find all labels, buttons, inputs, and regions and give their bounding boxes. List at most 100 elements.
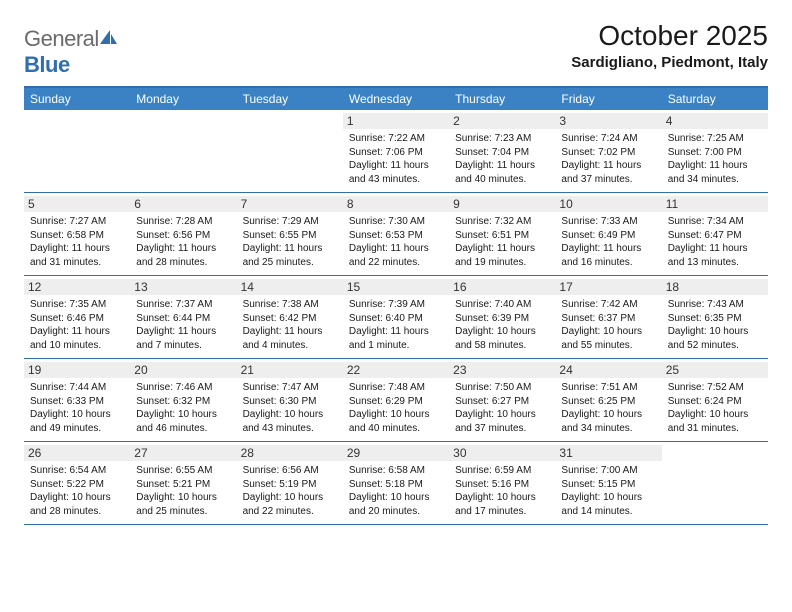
daylight-line: Daylight: 11 hours and 37 minutes. [561,159,655,186]
day-cell: 8Sunrise: 7:30 AMSunset: 6:53 PMDaylight… [343,193,449,275]
day-number: 21 [237,362,343,378]
daylight-line: Daylight: 10 hours and 14 minutes. [561,491,655,518]
daylight-line: Daylight: 10 hours and 34 minutes. [561,408,655,435]
sunrise-line: Sunrise: 7:28 AM [136,215,230,229]
day-cell: 24Sunrise: 7:51 AMSunset: 6:25 PMDayligh… [555,359,661,441]
sunset-line: Sunset: 6:35 PM [668,312,762,326]
sunset-line: Sunset: 6:51 PM [455,229,549,243]
day-cell: 5Sunrise: 7:27 AMSunset: 6:58 PMDaylight… [24,193,130,275]
sunset-line: Sunset: 7:00 PM [668,146,762,160]
day-number: 18 [662,279,768,295]
sunrise-line: Sunrise: 7:00 AM [561,464,655,478]
sunset-line: Sunset: 7:02 PM [561,146,655,160]
daylight-line: Daylight: 11 hours and 16 minutes. [561,242,655,269]
day-number: 4 [662,113,768,129]
day-number: 12 [24,279,130,295]
day-info: Sunrise: 7:29 AMSunset: 6:55 PMDaylight:… [243,215,337,269]
calendar-page: GeneralBlue October 2025 Sardigliano, Pi… [0,0,792,545]
sunset-line: Sunset: 5:15 PM [561,478,655,492]
day-cell: 16Sunrise: 7:40 AMSunset: 6:39 PMDayligh… [449,276,555,358]
day-info: Sunrise: 7:46 AMSunset: 6:32 PMDaylight:… [136,381,230,435]
day-info: Sunrise: 7:52 AMSunset: 6:24 PMDaylight:… [668,381,762,435]
day-cell: 21Sunrise: 7:47 AMSunset: 6:30 PMDayligh… [237,359,343,441]
daylight-line: Daylight: 10 hours and 55 minutes. [561,325,655,352]
weekday-header: Tuesday [237,88,343,110]
week-row: 26 Sunrise: 6:54 AMSunset: 5:22 PMDayligh… [24,442,768,525]
daylight-line: Daylight: 10 hours and 40 minutes. [349,408,443,435]
sunrise-line: Sunrise: 7:24 AM [561,132,655,146]
day-info: Sunrise: 7:37 AMSunset: 6:44 PMDaylight:… [136,298,230,352]
page-header: GeneralBlue October 2025 Sardigliano, Pi… [24,20,768,78]
day-number: 14 [237,279,343,295]
day-info: Sunrise: 7:28 AMSunset: 6:56 PMDaylight:… [136,215,230,269]
sunset-line: Sunset: 6:30 PM [243,395,337,409]
day-info: Sunrise: 7:23 AMSunset: 7:04 PMDaylight:… [455,132,549,186]
day-number: 19 [24,362,130,378]
sunrise-line: Sunrise: 7:39 AM [349,298,443,312]
daylight-line: Daylight: 10 hours and 58 minutes. [455,325,549,352]
week-row: 19 Sunrise: 7:44 AMSunset: 6:33 PMDayligh… [24,359,768,442]
day-info: Sunrise: 6:55 AMSunset: 5:21 PMDaylight:… [136,464,230,518]
sunrise-line: Sunrise: 7:46 AM [136,381,230,395]
day-info: Sunrise: 7:42 AMSunset: 6:37 PMDaylight:… [561,298,655,352]
sunset-line: Sunset: 6:25 PM [561,395,655,409]
sunrise-line: Sunrise: 6:58 AM [349,464,443,478]
daylight-line: Daylight: 10 hours and 25 minutes. [136,491,230,518]
sunrise-line: Sunrise: 7:34 AM [668,215,762,229]
sunrise-line: Sunrise: 7:43 AM [668,298,762,312]
title-block: October 2025 Sardigliano, Piedmont, Ital… [571,20,768,71]
day-info: Sunrise: 7:00 AMSunset: 5:15 PMDaylight:… [561,464,655,518]
day-cell: 28Sunrise: 6:56 AMSunset: 5:19 PMDayligh… [237,442,343,524]
day-number: 20 [130,362,236,378]
sunrise-line: Sunrise: 7:27 AM [30,215,124,229]
day-cell: 29Sunrise: 6:58 AMSunset: 5:18 PMDayligh… [343,442,449,524]
sunset-line: Sunset: 6:47 PM [668,229,762,243]
day-info: Sunrise: 7:48 AMSunset: 6:29 PMDaylight:… [349,381,443,435]
sunrise-line: Sunrise: 7:51 AM [561,381,655,395]
sunrise-line: Sunrise: 7:48 AM [349,381,443,395]
sunset-line: Sunset: 6:46 PM [30,312,124,326]
day-info: Sunrise: 6:54 AMSunset: 5:22 PMDaylight:… [30,464,124,518]
brand-part1: General [24,26,99,51]
day-number: 10 [555,196,661,212]
daylight-line: Daylight: 11 hours and 13 minutes. [668,242,762,269]
day-info: Sunrise: 7:34 AMSunset: 6:47 PMDaylight:… [668,215,762,269]
day-info: Sunrise: 7:27 AMSunset: 6:58 PMDaylight:… [30,215,124,269]
sunset-line: Sunset: 6:55 PM [243,229,337,243]
sunset-line: Sunset: 6:33 PM [30,395,124,409]
sunrise-line: Sunrise: 7:37 AM [136,298,230,312]
week-row: 12Sunrise: 7:35 AMSunset: 6:46 PMDayligh… [24,276,768,359]
daylight-line: Daylight: 11 hours and 28 minutes. [136,242,230,269]
day-cell: 17Sunrise: 7:42 AMSunset: 6:37 PMDayligh… [555,276,661,358]
sunrise-line: Sunrise: 7:52 AM [668,381,762,395]
day-number: 16 [449,279,555,295]
day-cell: 4Sunrise: 7:25 AMSunset: 7:00 PMDaylight… [662,110,768,192]
empty-cell [662,442,768,524]
sunset-line: Sunset: 6:49 PM [561,229,655,243]
day-cell: 1Sunrise: 7:22 AMSunset: 7:06 PMDaylight… [343,110,449,192]
day-cell: 7Sunrise: 7:29 AMSunset: 6:55 PMDaylight… [237,193,343,275]
daylight-line: Daylight: 11 hours and 4 minutes. [243,325,337,352]
sunset-line: Sunset: 6:42 PM [243,312,337,326]
day-number: 25 [662,362,768,378]
weekday-header: Saturday [662,88,768,110]
daylight-line: Daylight: 11 hours and 34 minutes. [668,159,762,186]
daylight-line: Daylight: 10 hours and 20 minutes. [349,491,443,518]
sunset-line: Sunset: 7:06 PM [349,146,443,160]
day-cell: 9Sunrise: 7:32 AMSunset: 6:51 PMDaylight… [449,193,555,275]
day-number: 26 [24,445,130,461]
day-number: 3 [555,113,661,129]
daylight-line: Daylight: 11 hours and 10 minutes. [30,325,124,352]
day-number: 22 [343,362,449,378]
daylight-line: Daylight: 10 hours and 22 minutes. [243,491,337,518]
daylight-line: Daylight: 10 hours and 17 minutes. [455,491,549,518]
day-cell: 27Sunrise: 6:55 AMSunset: 5:21 PMDayligh… [130,442,236,524]
day-number: 28 [237,445,343,461]
daylight-line: Daylight: 10 hours and 49 minutes. [30,408,124,435]
day-cell: 18Sunrise: 7:43 AMSunset: 6:35 PMDayligh… [662,276,768,358]
sunrise-line: Sunrise: 7:50 AM [455,381,549,395]
day-info: Sunrise: 7:44 AMSunset: 6:33 PMDaylight:… [30,381,124,435]
day-number: 29 [343,445,449,461]
day-number: 15 [343,279,449,295]
sunset-line: Sunset: 5:16 PM [455,478,549,492]
